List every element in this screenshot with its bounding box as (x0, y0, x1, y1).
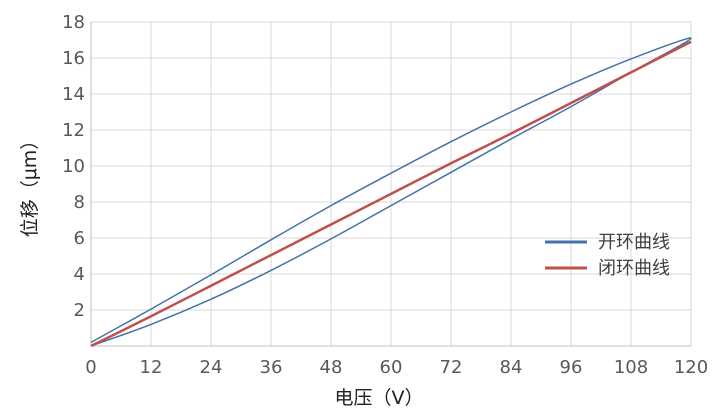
series-line-1 (90, 37, 692, 347)
y-tick-label: 18 (62, 12, 85, 33)
x-tick-label: 108 (614, 357, 648, 378)
y-tick-label: 10 (62, 156, 85, 177)
series (90, 37, 692, 348)
x-tick-label: 120 (674, 357, 708, 378)
y-tick-label: 6 (74, 228, 85, 249)
x-tick-label: 12 (140, 357, 163, 378)
y-tick-label: 16 (62, 48, 85, 69)
legend-label: 闭环曲线 (598, 258, 670, 279)
x-axis-title: 电压（V） (335, 387, 424, 409)
y-tick-label: 4 (74, 264, 85, 285)
x-tick-label: 36 (260, 357, 283, 378)
x-tick-label: 72 (440, 357, 463, 378)
x-tick-label: 84 (500, 357, 523, 378)
series-line-2 (90, 40, 692, 348)
x-tick-label: 0 (85, 357, 96, 378)
grid (91, 21, 692, 346)
x-tick-label: 24 (200, 357, 223, 378)
x-tick-label: 48 (320, 357, 343, 378)
y-tick-label: 8 (74, 192, 85, 213)
axes (90, 22, 691, 347)
x-tick-label: 96 (560, 357, 583, 378)
y-axis-title: 位移（μm） (19, 131, 41, 238)
y-tick-label: 14 (62, 84, 85, 105)
legend-label: 开环曲线 (598, 232, 670, 253)
y-tick-label: 12 (62, 120, 85, 141)
y-tick-label: 2 (74, 300, 85, 321)
x-tick-label: 60 (380, 357, 403, 378)
